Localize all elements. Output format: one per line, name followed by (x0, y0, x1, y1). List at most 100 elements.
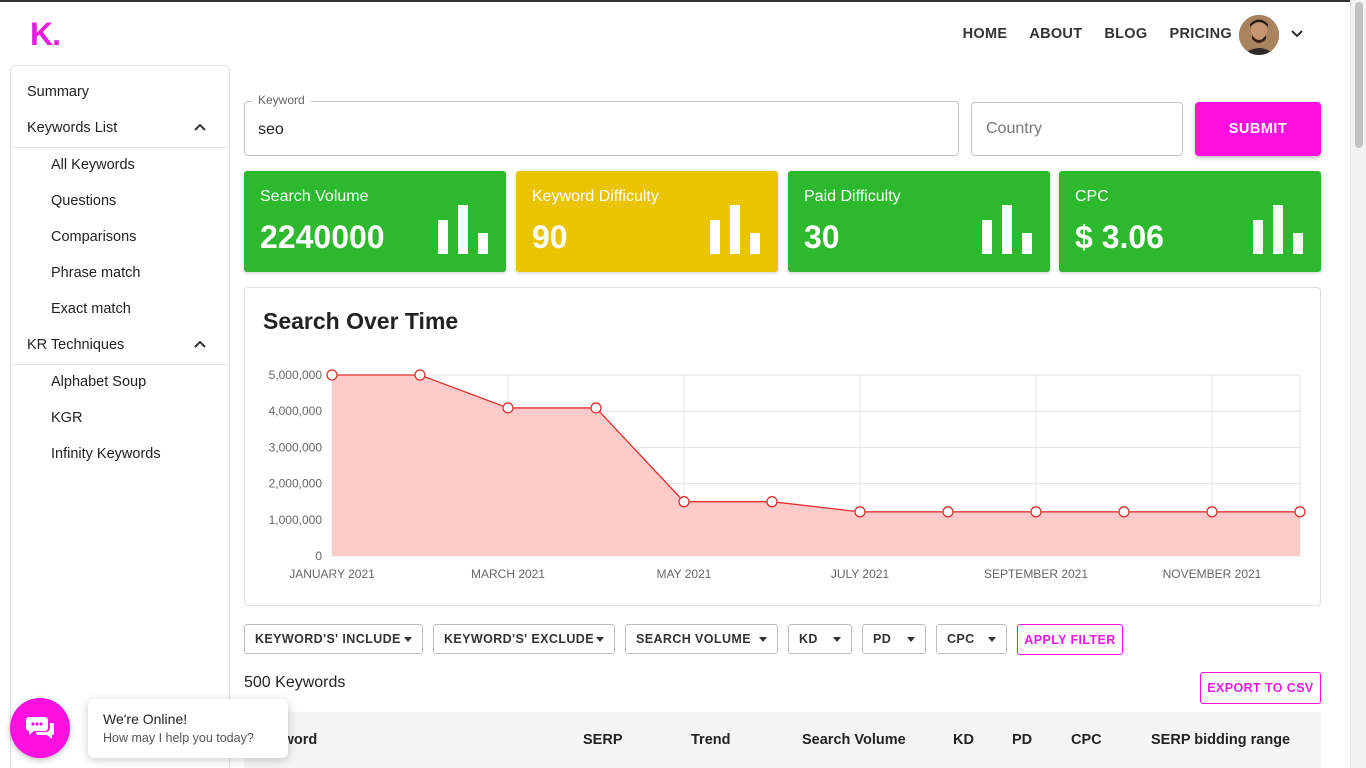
column-header-trend[interactable]: Trend (691, 732, 731, 748)
stat-value: $ 3.06 (1075, 219, 1164, 255)
sidebar-item-label: All Keywords (51, 157, 135, 173)
sidebar-item-label: Questions (51, 193, 117, 209)
data-point (326, 369, 338, 381)
caret-down-icon (833, 637, 841, 642)
chart-title: Search Over Time (263, 308, 459, 334)
sidebar-item-all-keywords[interactable]: All Keywords (11, 147, 229, 183)
column-header-serp-bidding-range[interactable]: SERP bidding range (1151, 732, 1291, 748)
chat-launcher-button[interactable] (10, 698, 70, 758)
chat-popup[interactable]: We're Online! How may I help you today? (88, 699, 288, 758)
chevron-up-icon[interactable] (193, 122, 207, 132)
data-point (414, 369, 426, 381)
stat-value: 2240000 (260, 219, 385, 255)
filter-label: SEARCH VOLUME (636, 632, 751, 646)
chevron-up-icon[interactable] (193, 339, 207, 349)
data-point (1206, 506, 1218, 518)
stat-title: CPC (1075, 188, 1109, 205)
caret-down-icon (988, 637, 996, 642)
filter-pd[interactable]: PD (862, 624, 926, 654)
caret-down-icon (404, 637, 412, 642)
sidebar-item-kgr[interactable]: KGR (11, 400, 229, 436)
nav-pricing[interactable]: PRICING (1169, 26, 1232, 42)
chat-subtitle: How may I help you today? (103, 731, 254, 745)
keyword-input[interactable] (258, 121, 938, 139)
nav-home[interactable]: HOME (962, 26, 1008, 42)
sidebar-item-label: Keywords List (27, 120, 118, 136)
sidebar-item-alphabet-soup[interactable]: Alphabet Soup (11, 364, 229, 400)
sidebar-divider (11, 364, 229, 365)
column-header-cpc[interactable]: CPC (1071, 732, 1102, 748)
sidebar-item-label: Summary (27, 84, 90, 100)
caret-down-icon (907, 637, 915, 642)
stat-title: Keyword Difficulty (532, 188, 659, 205)
filter-label: PD (873, 632, 892, 646)
stat-title: Paid Difficulty (804, 188, 901, 205)
column-header-pd[interactable]: PD (1012, 732, 1033, 748)
sidebar-item-exact-match[interactable]: Exact match (11, 291, 229, 327)
export-csv-button[interactable]: EXPORT TO CSV (1200, 672, 1321, 704)
keyword-field[interactable] (244, 101, 959, 156)
sidebar-item-kr-techniques[interactable]: KR Techniques (11, 327, 229, 363)
avatar[interactable] (1239, 15, 1279, 55)
column-header-serp[interactable]: SERP (583, 732, 623, 748)
sidebar-item-keywords-list[interactable]: Keywords List (11, 110, 229, 146)
sidebar-item-comparisons[interactable]: Comparisons (11, 219, 229, 255)
sidebar-item-label: KGR (51, 410, 83, 426)
sidebar-item-infinity-keywords[interactable]: Infinity Keywords (11, 436, 229, 472)
search-over-time-chart: 0 1,000,000 2,000,000 3,000,000 4,000,000 5,0… (269, 368, 1306, 581)
filter-keywords-include[interactable]: KEYWORD'S' INCLUDE (244, 624, 423, 654)
submit-button[interactable]: SUBMIT (1195, 102, 1321, 156)
caret-down-icon (759, 637, 767, 642)
filter-search-volume[interactable]: SEARCH VOLUME (625, 624, 778, 654)
y-tick-label: 2,000,000 (269, 477, 323, 491)
bar-chart-icon (710, 205, 760, 254)
x-tick-label: MAY 2021 (657, 567, 712, 581)
apply-filter-button[interactable]: APPLY FILTER (1017, 624, 1123, 655)
sidebar-item-label: Comparisons (51, 229, 137, 245)
filter-keywords-exclude[interactable]: KEYWORD'S' EXCLUDE (433, 624, 615, 654)
filter-label: CPC (947, 632, 975, 646)
y-tick-label: 5,000,000 (269, 368, 323, 382)
chevron-down-icon[interactable] (1290, 27, 1304, 41)
chat-icon (26, 717, 54, 739)
country-input[interactable] (986, 120, 1166, 138)
x-tick-label: NOVEMBER 2021 (1163, 567, 1262, 581)
data-point (502, 402, 514, 414)
filter-kd[interactable]: KD (788, 624, 852, 654)
keyword-count: 500 Keywords (244, 674, 346, 691)
area-fill (332, 375, 1300, 556)
sidebar-item-label: Alphabet Soup (51, 374, 147, 390)
column-header-search-volume[interactable]: Search Volume (802, 732, 906, 748)
filter-label: KEYWORD'S' EXCLUDE (444, 632, 594, 646)
x-tick-label: JULY 2021 (831, 567, 890, 581)
page-scrollbar[interactable] (1350, 0, 1366, 768)
data-point (1294, 506, 1306, 518)
data-point (590, 402, 602, 414)
stat-card-keyword-difficulty: Keyword Difficulty 90 (516, 171, 778, 272)
data-point (766, 496, 778, 508)
sidebar-item-phrase-match[interactable]: Phrase match (11, 255, 229, 291)
filter-cpc[interactable]: CPC (936, 624, 1007, 654)
country-field[interactable] (971, 102, 1183, 156)
scrollbar-thumb[interactable] (1355, 2, 1363, 148)
bar-chart-icon (438, 205, 488, 254)
avatar-image (1239, 15, 1279, 55)
main-nav: HOME ABOUT BLOG PRICING (963, 26, 1232, 42)
chat-title: We're Online! (103, 711, 188, 727)
stat-card-search-volume: Search Volume 2240000 (244, 171, 506, 272)
sidebar-divider (11, 147, 229, 148)
sidebar-item-questions[interactable]: Questions (11, 183, 229, 219)
top-header: K. HOME ABOUT BLOG PRICING (0, 0, 1350, 62)
y-tick-label: 0 (315, 549, 322, 563)
bar-chart-icon (982, 205, 1032, 254)
x-tick-label: JANUARY 2021 (289, 567, 375, 581)
nav-about[interactable]: ABOUT (1029, 26, 1083, 42)
sidebar: Summary Keywords List All Keywords Quest… (10, 65, 230, 768)
bar-chart-icon (1253, 205, 1303, 254)
y-tick-label: 3,000,000 (269, 440, 323, 454)
nav-blog[interactable]: BLOG (1104, 26, 1148, 42)
column-header-kd[interactable]: KD (953, 732, 974, 748)
logo[interactable]: K. (30, 16, 61, 52)
stat-card-paid-difficulty: Paid Difficulty 30 (788, 171, 1050, 272)
sidebar-item-summary[interactable]: Summary (11, 74, 229, 110)
